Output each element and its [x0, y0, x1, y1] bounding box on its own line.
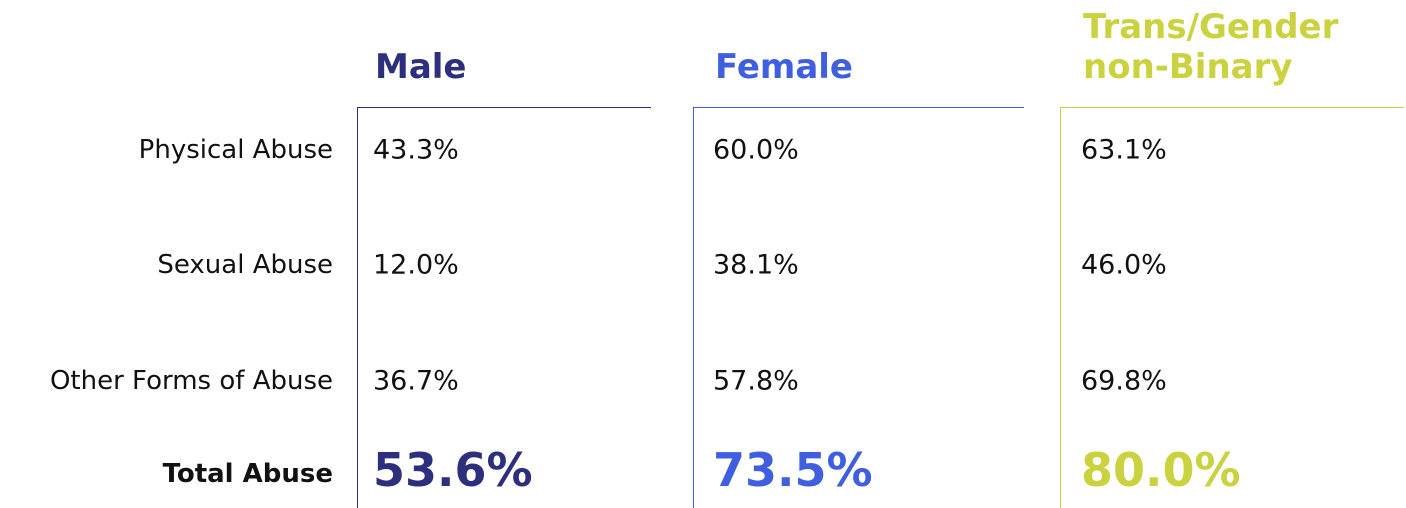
- page: Male 43.3% 12.0% 36.7% 53.6% Female 60.0% 38.1%…: [49, 7, 1404, 508]
- column-header: Male: [375, 47, 467, 87]
- column-frame: [1060, 107, 1404, 508]
- column-header: Female: [715, 47, 853, 87]
- total-value: 73.5%: [713, 443, 873, 497]
- cell-value: 46.0%: [1081, 249, 1167, 281]
- cell-value: 57.8%: [713, 365, 799, 397]
- row-label: Other Forms of Abuse: [49, 366, 333, 396]
- column-header: Trans/Gender non-Binary: [1083, 7, 1339, 87]
- row-label: Physical Abuse: [138, 135, 333, 165]
- column-frame: [693, 107, 1024, 508]
- cell-value: 43.3%: [373, 134, 459, 166]
- cell-value: 60.0%: [713, 134, 799, 166]
- total-value: 53.6%: [373, 443, 533, 497]
- column-frame: [357, 107, 651, 508]
- cell-value: 36.7%: [373, 365, 459, 397]
- cell-value: 63.1%: [1081, 134, 1167, 166]
- cell-value: 69.8%: [1081, 365, 1167, 397]
- cell-value: 38.1%: [713, 249, 799, 281]
- row-label: Sexual Abuse: [157, 250, 333, 280]
- cell-value: 12.0%: [373, 249, 459, 281]
- total-value: 80.0%: [1081, 443, 1241, 497]
- total-label: Total Abuse: [162, 459, 333, 489]
